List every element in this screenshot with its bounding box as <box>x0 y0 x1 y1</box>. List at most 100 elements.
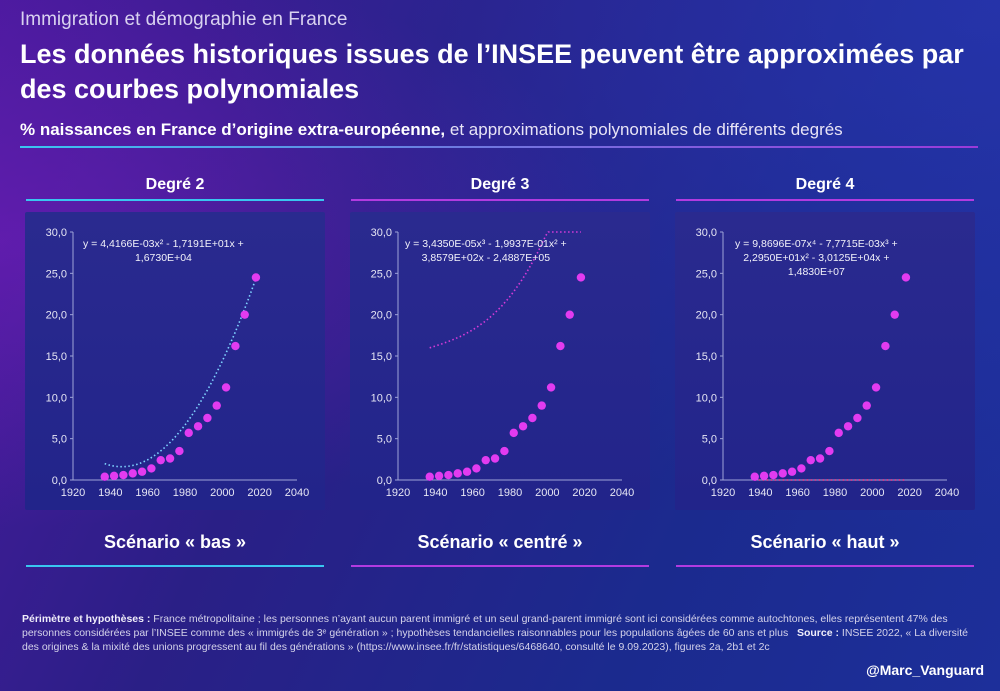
y-tick-label: 25,0 <box>696 268 717 280</box>
data-point <box>901 273 911 282</box>
data-point <box>890 310 899 319</box>
y-tick-label: 0,0 <box>52 475 67 487</box>
subtitle-bold: % naissances en France d’origine extra-e… <box>20 120 446 139</box>
panel-rule-2 <box>351 199 649 201</box>
x-tick-label: 1980 <box>498 487 522 499</box>
y-tick-label: 5,0 <box>702 434 717 446</box>
data-point <box>453 469 462 478</box>
x-tick-label: 1920 <box>61 487 85 499</box>
y-tick-label: 5,0 <box>377 434 392 446</box>
scenario-rule-3 <box>676 565 974 567</box>
scenario-rule-1 <box>26 565 324 567</box>
scenario-label-haut: Scénario « haut » <box>750 532 900 552</box>
data-point <box>434 471 444 481</box>
data-point <box>862 401 871 410</box>
data-point <box>147 464 156 473</box>
perimeter-text: France métropolitaine ; les personnes n’… <box>22 613 948 639</box>
data-point <box>109 471 119 481</box>
scenario-label-centre: Scénario « centré » <box>417 532 583 552</box>
y-tick-label: 0,0 <box>702 475 717 487</box>
data-point <box>203 413 212 423</box>
data-point <box>509 428 518 438</box>
y-tick-label: 10,0 <box>371 392 392 404</box>
data-point <box>156 455 165 465</box>
data-point <box>769 470 778 480</box>
x-tick-label: 1960 <box>785 487 809 499</box>
data-point <box>231 341 240 351</box>
data-point <box>221 383 231 392</box>
data-point <box>787 467 797 476</box>
source-label: Source : <box>796 627 839 639</box>
y-tick-label: 15,0 <box>696 351 717 363</box>
x-tick-label: 2000 <box>535 487 559 499</box>
x-tick-label: 1940 <box>748 487 772 499</box>
chart-card-degree-2: 0,0 5,0 10,0 15,0 20,0 25,0 30,0 1920 1940 1960 19… <box>25 212 325 510</box>
x-tick-label: 1980 <box>823 487 847 499</box>
data-point <box>853 413 862 423</box>
data-point <box>556 341 565 351</box>
chart-degree-3: 0,0 5,0 10,0 15,0 20,0 25,0 30,0 1920 1940 1960 19… <box>371 227 635 499</box>
x-tick-label: 1940 <box>98 487 122 499</box>
data-point <box>137 467 147 476</box>
data-point <box>815 454 825 463</box>
panel-title-degree-4: Degré 4 <box>795 176 855 193</box>
data-point <box>759 471 769 481</box>
supertitle: Immigration et démographie en France <box>20 9 348 30</box>
equation-line: y = 9,8696E-07x⁴ - 7,7715E-03x³ + <box>735 238 898 250</box>
y-tick-label: 20,0 <box>696 310 717 322</box>
y-tick-label: 5,0 <box>52 434 67 446</box>
equation-line: 1,4830E+07 <box>787 266 845 278</box>
x-tick-label: 1980 <box>173 487 197 499</box>
data-point <box>881 341 890 351</box>
x-tick-label: 2000 <box>210 487 234 499</box>
data-point <box>184 428 193 438</box>
chart-degree-2: 0,0 5,0 10,0 15,0 20,0 25,0 30,0 1920 1940 1960 19… <box>46 227 310 499</box>
equation-degree-2: y = 4,4166E-03x² - 1,7191E+01x + 1,6730E… <box>83 237 244 265</box>
equation-degree-4: y = 9,8696E-07x⁴ - 7,7715E-03x³ + 2,2950… <box>735 237 898 279</box>
panel-rule-3 <box>676 199 974 201</box>
data-point <box>825 446 834 456</box>
equation-line: 2,2950E+01x² - 3,0125E+04x + <box>743 252 890 264</box>
data-point <box>750 472 759 481</box>
x-tick-label: 2020 <box>897 487 921 499</box>
data-point <box>100 472 109 481</box>
data-point <box>240 310 249 319</box>
perimeter-label: Périmètre et hypothèses : <box>22 613 151 625</box>
footer-notes: Périmètre et hypothèses : France métropo… <box>22 612 978 654</box>
chart-card-degree-4: 0,0 5,0 10,0 15,0 20,0 25,0 30,0 1920 1940 1960 19… <box>675 212 975 510</box>
equation-line: 1,6730E+04 <box>134 252 192 264</box>
trend-line <box>104 278 257 468</box>
panel-title-degree-2: Degré 2 <box>145 176 205 193</box>
data-point <box>128 469 137 478</box>
data-point <box>481 455 490 465</box>
x-tick-label: 2040 <box>935 487 959 499</box>
equation-line: y = 4,4166E-03x² - 1,7191E+01x + <box>83 238 244 250</box>
equation-degree-3: y = 3,4350E-05x³ - 1,9937E-01x² + 3,8579… <box>405 237 567 265</box>
x-tick-label: 1940 <box>423 487 447 499</box>
x-tick-label: 2040 <box>610 487 634 499</box>
subtitle: % naissances en France d’origine extra-e… <box>20 120 843 140</box>
scenario-label-bas: Scénario « bas » <box>103 532 247 552</box>
y-tick-label: 25,0 <box>371 268 392 280</box>
data-point <box>778 469 787 478</box>
data-point <box>212 401 221 410</box>
data-point <box>518 422 528 431</box>
x-tick-label: 1920 <box>711 487 735 499</box>
y-tick-label: 10,0 <box>46 392 67 404</box>
data-point <box>490 454 500 463</box>
y-tick-label: 20,0 <box>371 310 392 322</box>
source-text: INSEE 2022, « La diversité des origines … <box>22 627 968 653</box>
page-title: Les données historiques issues de l’INSE… <box>20 39 964 104</box>
y-tick-label: 30,0 <box>46 227 67 239</box>
y-tick-label: 20,0 <box>46 310 67 322</box>
y-tick-label: 0,0 <box>377 475 392 487</box>
subtitle-rest: et approximations polynomiales de différ… <box>445 120 843 139</box>
x-tick-label: 1960 <box>135 487 159 499</box>
x-tick-label: 2000 <box>860 487 884 499</box>
y-tick-label: 30,0 <box>371 227 392 239</box>
data-point <box>119 470 128 480</box>
data-point <box>165 454 175 463</box>
data-point <box>537 401 546 410</box>
equation-line: 3,8579E+02x - 2,4887E+05 <box>421 252 551 264</box>
y-tick-label: 10,0 <box>696 392 717 404</box>
